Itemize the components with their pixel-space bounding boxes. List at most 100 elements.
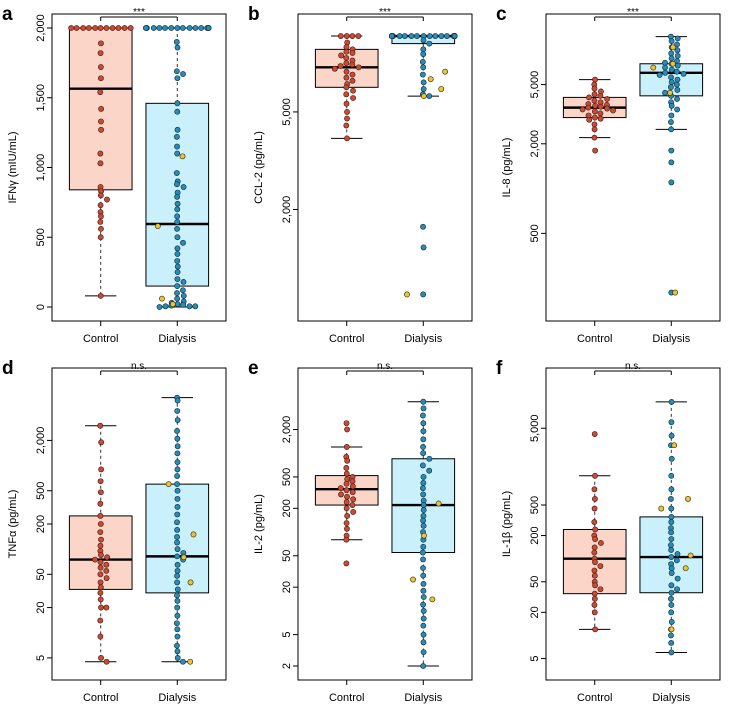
data-point [591, 114, 598, 121]
data-point [162, 303, 169, 310]
data-point [174, 450, 181, 457]
data-point [668, 159, 675, 166]
data-point [97, 489, 104, 496]
data-point [174, 553, 181, 560]
data-point [668, 399, 675, 405]
data-point [103, 658, 110, 665]
data-point [668, 582, 675, 589]
data-point [68, 25, 75, 31]
data-point [674, 47, 681, 54]
x-tick-label: Control [83, 692, 118, 704]
data-point [98, 604, 104, 611]
data-point [186, 303, 193, 310]
data-point [174, 193, 181, 200]
data-point [97, 513, 104, 519]
data-point [420, 565, 426, 571]
data-point [180, 184, 187, 190]
data-point [174, 126, 181, 133]
data-point [98, 536, 104, 543]
y-axis-title: TNFα (pg/mL) [7, 490, 19, 559]
x-tick-label: Dialysis [652, 333, 690, 345]
data-point [674, 52, 681, 59]
data-point [174, 481, 180, 488]
data-point [174, 567, 181, 574]
highlight-point [670, 44, 676, 51]
data-point [420, 594, 427, 600]
data-point [597, 563, 604, 570]
data-point [420, 37, 427, 44]
data-point [338, 52, 345, 59]
data-point [592, 582, 598, 589]
data-point [180, 302, 186, 308]
highlight-point [180, 554, 187, 561]
data-point [174, 435, 181, 442]
data-point [98, 126, 104, 133]
data-point [337, 33, 344, 39]
data-point [103, 561, 110, 568]
highlight-point [159, 295, 165, 302]
data-point [591, 595, 598, 602]
y-tick-label: 2,000 [35, 14, 47, 42]
data-point [174, 459, 181, 466]
data-point [343, 444, 350, 450]
data-point [343, 91, 350, 98]
y-axis-title: CCL-2 (pg/mL) [253, 131, 265, 204]
data-point [98, 466, 105, 473]
data-point [420, 51, 427, 58]
y-tick-label: 1,000 [35, 154, 47, 182]
data-point [174, 504, 181, 510]
data-point [174, 648, 181, 655]
data-point [174, 225, 180, 232]
panel-a: a IFNγ (mIU/mL) 0 500 1,000 1,500 2,000 Control… [2, 4, 227, 345]
data-point [591, 590, 598, 597]
data-point [343, 44, 350, 50]
data-point [85, 25, 92, 31]
data-point [205, 25, 212, 31]
data-point [97, 422, 104, 429]
data-point [420, 522, 427, 529]
data-point [337, 485, 344, 492]
data-point [92, 25, 99, 31]
data-point [597, 103, 604, 110]
data-point [174, 263, 181, 270]
data-point [174, 473, 180, 479]
data-point [419, 58, 426, 65]
data-point [174, 526, 181, 533]
data-point [343, 33, 350, 39]
panel-c: c IL-8 (pg/mL) 500 2,000 5,000 Control Dialysi… [496, 4, 721, 345]
y-tick-label: 500 [35, 482, 47, 500]
data-point [355, 64, 362, 71]
data-point [414, 33, 420, 39]
data-point [673, 68, 680, 75]
highlight-point [435, 500, 442, 507]
data-point [127, 25, 134, 31]
box-control [562, 76, 627, 154]
data-point [174, 75, 181, 82]
y-tick-label: 500 [281, 468, 293, 486]
y-tick-label: 500 [529, 496, 541, 514]
data-point [97, 542, 104, 549]
data-point [174, 245, 181, 252]
data-point [173, 170, 180, 176]
data-point [420, 663, 427, 669]
data-point [420, 517, 426, 524]
x-tick-label: Control [83, 333, 118, 345]
significance-label: n.s. [131, 361, 147, 372]
highlight-point [650, 64, 657, 71]
data-point [97, 478, 104, 485]
data-point [343, 74, 350, 81]
data-point [401, 33, 408, 39]
data-point [597, 110, 604, 117]
data-point [420, 502, 427, 508]
data-point [109, 25, 116, 31]
data-point [97, 529, 104, 535]
data-point [98, 106, 105, 112]
data-point [592, 559, 598, 566]
data-point [97, 633, 104, 640]
data-point [179, 25, 186, 31]
data-point [349, 33, 356, 39]
x-tick-label: Control [577, 692, 612, 704]
data-point [604, 96, 611, 102]
data-point [174, 466, 181, 473]
significance-label: *** [627, 7, 639, 18]
